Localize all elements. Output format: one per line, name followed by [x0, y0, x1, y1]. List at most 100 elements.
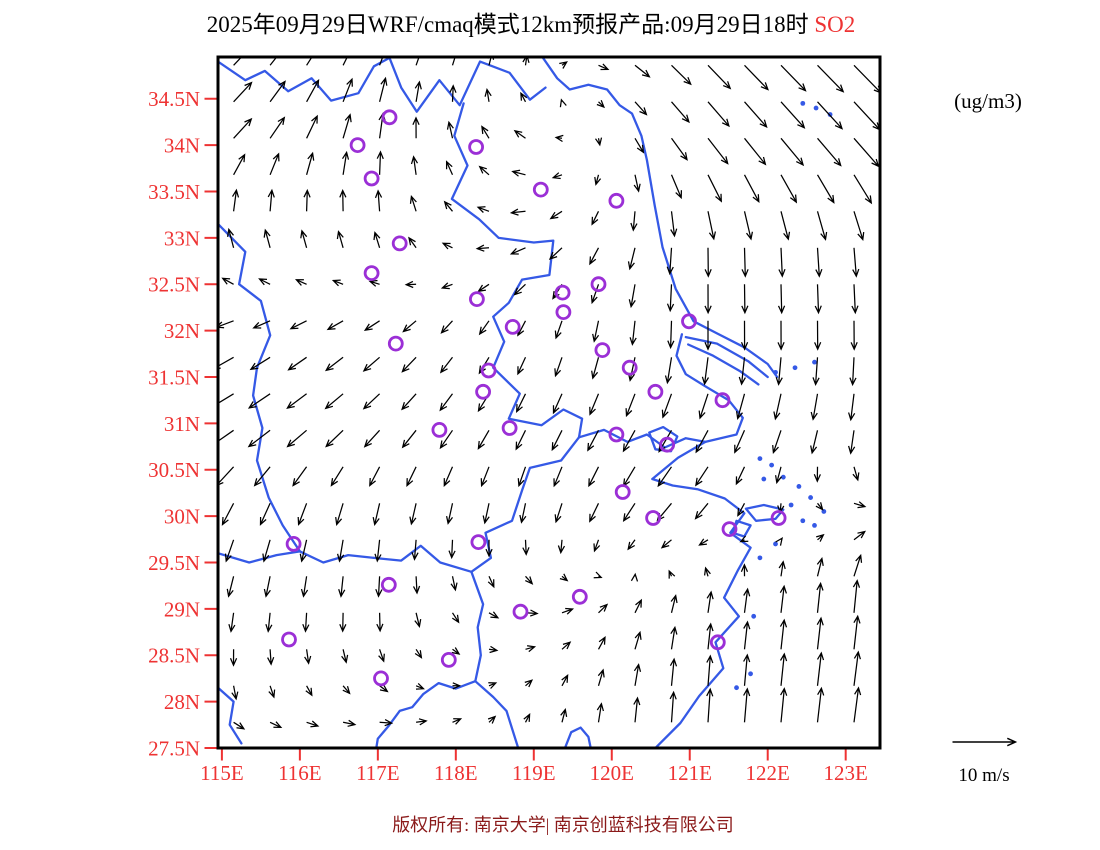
wind-arrow: [341, 150, 350, 175]
wind-arrow: [325, 429, 344, 448]
wind-arrow: [633, 174, 641, 193]
wind-arrow: [561, 607, 575, 615]
wind-arrow: [554, 134, 564, 143]
wind-arrow: [439, 429, 454, 450]
island-dot: [780, 474, 786, 480]
station-circle: [770, 510, 787, 526]
wind-arrow: [667, 320, 675, 350]
lon-tick-label: 123E: [824, 761, 868, 785]
wind-arrow: [554, 503, 563, 524]
wind-arrow: [847, 430, 856, 455]
wind-arrow: [670, 594, 678, 613]
wind-arrow: [259, 503, 271, 526]
wind-arrow: [634, 630, 642, 650]
station-circle: [714, 392, 731, 409]
wind-arrow: [268, 685, 276, 699]
wind-arrow: [374, 539, 382, 563]
wind-arrow: [326, 320, 344, 331]
wind-arrow: [378, 76, 388, 102]
station-circle: [554, 284, 571, 301]
wind-arrow: [561, 641, 572, 650]
wind-arrow: [589, 503, 600, 523]
boundary-line: [375, 680, 477, 747]
wind-arrow: [779, 618, 788, 650]
wind-arrow: [694, 502, 709, 520]
station-circle: [381, 109, 398, 126]
wind-arrow: [443, 466, 454, 487]
wind-arrow: [743, 174, 760, 204]
lat-tick-label: 32N: [164, 319, 200, 343]
wind-arrow: [300, 229, 308, 248]
wind-arrow: [853, 64, 879, 93]
wind-arrow: [513, 283, 526, 296]
wind-arrow: [778, 247, 786, 278]
wind-arrow: [740, 320, 749, 351]
wind-arrow: [267, 649, 275, 666]
wind-arrow: [306, 720, 320, 728]
station-circle: [504, 318, 521, 335]
station-circle: [363, 170, 380, 187]
wind-arrow: [560, 708, 568, 723]
lat-tick-label: 33.5N: [148, 180, 200, 204]
station-circle: [594, 342, 611, 359]
wind-arrow: [704, 247, 712, 278]
wind-arrow: [593, 539, 601, 553]
boundary-line: [577, 428, 707, 449]
island-dot: [788, 502, 794, 508]
boundary-line: [219, 687, 243, 745]
wind-arrow: [482, 503, 490, 525]
wind-arrow: [559, 98, 567, 108]
lat-tick-label: 28N: [164, 690, 200, 714]
wind-arrow: [775, 536, 784, 546]
wind-arrow: [816, 533, 825, 542]
wind-arrow: [634, 101, 648, 116]
wind-arrow: [597, 635, 606, 650]
wind-arrow: [561, 674, 569, 687]
wind-arrow: [439, 356, 453, 374]
plot-title-text: 2025年09月29日WRF/cmaq模式12km预报产品:09月29日18时: [207, 12, 809, 37]
lon-tick-label: 117E: [356, 761, 400, 785]
wind-arrow: [627, 539, 636, 551]
wind-arrow: [449, 84, 457, 102]
wind-arrow: [853, 686, 862, 723]
wind-arrow: [269, 721, 283, 729]
wind-arrow: [306, 78, 320, 103]
wind-arrow: [303, 188, 311, 212]
species-label: SO2: [809, 12, 856, 37]
wind-arrow: [509, 208, 526, 216]
boundary-line: [219, 58, 547, 113]
wind-arrow: [816, 211, 828, 241]
wind-arrow: [412, 116, 420, 139]
wind-arrow: [701, 357, 710, 386]
wind-arrow: [816, 686, 825, 723]
island-dot: [796, 484, 802, 489]
wind-arrow: [219, 320, 234, 329]
wind-arrow: [743, 687, 751, 723]
station-circle: [468, 291, 485, 308]
wind-arrow: [219, 393, 234, 404]
wind-arrow: [744, 64, 769, 91]
wind-arrow: [263, 228, 271, 248]
map-frame: [216, 55, 882, 750]
wind-arrow: [414, 80, 422, 102]
wind-arrow: [707, 174, 722, 203]
lat-tick-label: 29N: [164, 597, 200, 621]
station-circle: [512, 603, 529, 620]
wind-arrow: [812, 357, 820, 387]
wind-arrow: [219, 356, 234, 369]
wind-arrow: [633, 663, 642, 686]
wind-arrow: [741, 284, 749, 315]
wind-arrow: [330, 466, 344, 487]
wind-arrow: [589, 247, 600, 266]
lat-tick-label: 30N: [164, 505, 200, 529]
wind-arrow: [671, 64, 692, 86]
wind-arrow: [487, 715, 497, 724]
station-circle: [681, 313, 697, 330]
wind-arrow: [286, 393, 307, 410]
wind-arrow: [594, 137, 603, 147]
wind-arrow: [481, 125, 490, 139]
wind-arrow: [853, 614, 861, 650]
wind-arrow: [559, 573, 569, 582]
wind-arrow: [779, 652, 788, 686]
